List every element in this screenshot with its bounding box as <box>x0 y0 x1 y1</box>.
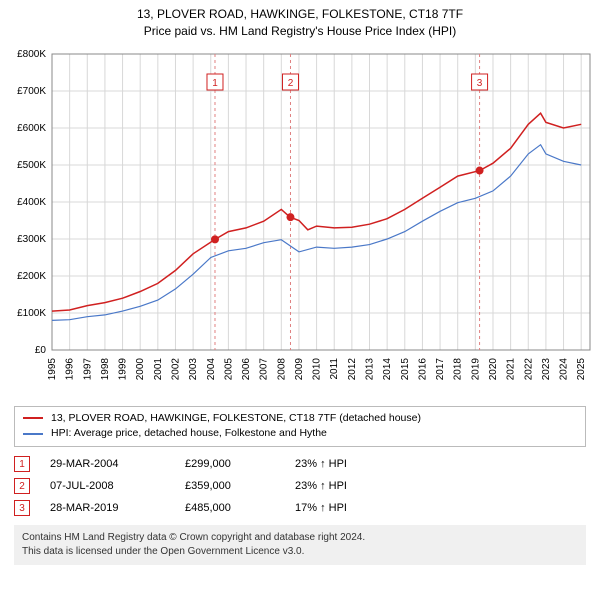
svg-text:2007: 2007 <box>259 357 270 380</box>
svg-text:2008: 2008 <box>276 357 287 380</box>
svg-text:2022: 2022 <box>523 357 534 380</box>
marker-date-2: 28-MAR-2019 <box>50 502 165 514</box>
svg-text:£400K: £400K <box>17 197 46 208</box>
svg-text:2005: 2005 <box>223 357 234 380</box>
marker-pct-0: 23% ↑ HPI <box>295 458 347 470</box>
marker-badge-0: 1 <box>14 456 30 472</box>
marker-date-1: 07-JUL-2008 <box>50 480 165 492</box>
marker-badge-2: 3 <box>14 500 30 516</box>
legend-box: 13, PLOVER ROAD, HAWKINGE, FOLKESTONE, C… <box>14 406 586 448</box>
svg-text:1996: 1996 <box>65 357 76 380</box>
svg-text:2019: 2019 <box>470 357 481 380</box>
chart-svg: £0 £100K £200K £300K £400K £500K £600K £700K £80… <box>0 44 600 404</box>
svg-text:2014: 2014 <box>382 357 393 380</box>
svg-text:£500K: £500K <box>17 160 46 171</box>
svg-text:2024: 2024 <box>559 357 570 380</box>
svg-text:2000: 2000 <box>135 357 146 380</box>
chart-area: £0 £100K £200K £300K £400K £500K £600K £700K £80… <box>0 44 600 404</box>
legend-swatch-0 <box>23 417 43 419</box>
svg-text:3: 3 <box>477 78 483 89</box>
svg-text:2011: 2011 <box>329 357 340 379</box>
legend-label-1: HPI: Average price, detached house, Folk… <box>51 426 327 442</box>
marker-pct-2: 17% ↑ HPI <box>295 502 347 514</box>
legend-swatch-1 <box>23 433 43 435</box>
svg-text:£100K: £100K <box>17 308 46 319</box>
svg-text:2020: 2020 <box>488 357 499 380</box>
footer-line-2: This data is licensed under the Open Gov… <box>22 545 578 559</box>
svg-text:1997: 1997 <box>82 357 93 380</box>
svg-text:£600K: £600K <box>17 123 46 134</box>
svg-text:£300K: £300K <box>17 234 46 245</box>
legend-label-0: 13, PLOVER ROAD, HAWKINGE, FOLKESTONE, C… <box>51 411 421 427</box>
marker-date-0: 29-MAR-2004 <box>50 458 165 470</box>
svg-text:£0: £0 <box>35 345 47 356</box>
svg-text:£700K: £700K <box>17 86 46 97</box>
marker-row-0: 1 29-MAR-2004 £299,000 23% ↑ HPI <box>14 453 586 475</box>
svg-text:2006: 2006 <box>241 357 252 380</box>
svg-text:2025: 2025 <box>576 357 587 380</box>
svg-text:2009: 2009 <box>294 357 305 380</box>
footer-attribution: Contains HM Land Registry data © Crown c… <box>14 525 586 565</box>
svg-text:2013: 2013 <box>365 357 376 380</box>
legend-row-0: 13, PLOVER ROAD, HAWKINGE, FOLKESTONE, C… <box>23 411 577 427</box>
title-line-2: Price paid vs. HM Land Registry's House … <box>0 23 600 40</box>
svg-text:2002: 2002 <box>170 357 181 380</box>
svg-text:1995: 1995 <box>47 357 58 380</box>
svg-text:£200K: £200K <box>17 271 46 282</box>
svg-text:2018: 2018 <box>453 357 464 380</box>
marker-price-2: £485,000 <box>185 502 275 514</box>
svg-text:1: 1 <box>212 78 218 89</box>
svg-text:1999: 1999 <box>118 357 129 380</box>
svg-text:£800K: £800K <box>17 49 46 60</box>
svg-text:2003: 2003 <box>188 357 199 380</box>
svg-text:2015: 2015 <box>400 357 411 380</box>
svg-text:2: 2 <box>288 78 294 89</box>
marker-badge-1: 2 <box>14 478 30 494</box>
svg-text:2010: 2010 <box>312 357 323 380</box>
svg-text:2004: 2004 <box>206 357 217 380</box>
svg-text:2021: 2021 <box>506 357 517 380</box>
svg-text:2012: 2012 <box>347 357 358 380</box>
svg-text:2017: 2017 <box>435 357 446 380</box>
svg-text:2023: 2023 <box>541 357 552 380</box>
svg-text:1998: 1998 <box>100 357 111 380</box>
marker-row-1: 2 07-JUL-2008 £359,000 23% ↑ HPI <box>14 475 586 497</box>
marker-pct-1: 23% ↑ HPI <box>295 480 347 492</box>
svg-text:2016: 2016 <box>417 357 428 380</box>
marker-price-1: £359,000 <box>185 480 275 492</box>
footer-line-1: Contains HM Land Registry data © Crown c… <box>22 531 578 545</box>
marker-price-0: £299,000 <box>185 458 275 470</box>
marker-row-2: 3 28-MAR-2019 £485,000 17% ↑ HPI <box>14 497 586 519</box>
legend-row-1: HPI: Average price, detached house, Folk… <box>23 426 577 442</box>
chart-title-block: 13, PLOVER ROAD, HAWKINGE, FOLKESTONE, C… <box>0 0 600 44</box>
marker-table: 1 29-MAR-2004 £299,000 23% ↑ HPI 2 07-JU… <box>14 453 586 519</box>
svg-text:2001: 2001 <box>153 357 164 380</box>
title-line-1: 13, PLOVER ROAD, HAWKINGE, FOLKESTONE, C… <box>0 6 600 23</box>
